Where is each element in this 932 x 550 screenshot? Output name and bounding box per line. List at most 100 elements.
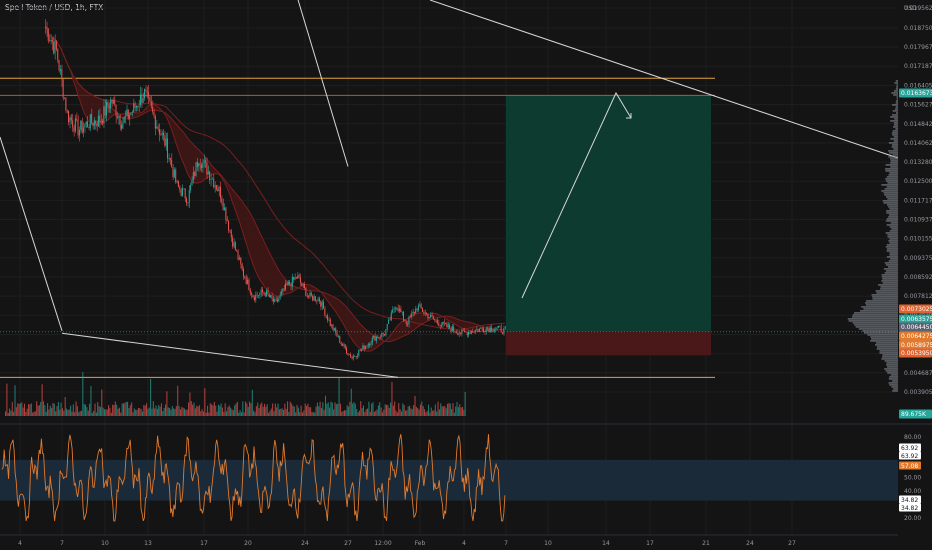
volume-profile-bar [879, 352, 898, 354]
candle-body [70, 117, 72, 121]
volume-bar [125, 401, 127, 416]
volume-bar [262, 406, 264, 416]
volume-bar [147, 408, 149, 416]
volume-bar [144, 405, 146, 416]
volume-bar [460, 407, 462, 416]
candle-body [169, 157, 171, 160]
volume-bar [28, 404, 30, 416]
volume-bar [348, 406, 350, 416]
currency-label: USD [904, 5, 917, 12]
rsi-tag-label: 34.82 [901, 497, 918, 504]
candle-body [152, 106, 154, 112]
candle-body [427, 313, 429, 319]
volume-bar [220, 403, 222, 416]
candle-body [400, 308, 402, 313]
volume-profile-bar [886, 248, 898, 250]
volume-bar [410, 408, 412, 416]
volume-profile-bar [892, 380, 898, 382]
candle-body [226, 219, 228, 222]
candle-body [184, 188, 186, 199]
volume-bar [392, 405, 394, 416]
volume-profile-bar [879, 350, 898, 352]
volume-profile-bar [894, 82, 898, 84]
price-tag [899, 88, 932, 98]
time-tick-label: 10 [544, 540, 552, 547]
candle-body [245, 278, 247, 285]
candle-body [500, 326, 502, 333]
rsi-line [1, 434, 506, 522]
volume-bar [463, 409, 465, 416]
candle-body [462, 329, 464, 331]
volume-bar [269, 410, 271, 416]
volume-bar [183, 408, 186, 416]
volume-bar [379, 402, 381, 416]
volume-bar [373, 411, 375, 416]
candle-body [426, 312, 427, 314]
volume-profile-bar [864, 302, 898, 304]
volume-bar [185, 409, 187, 416]
volume-bar [14, 385, 16, 416]
candle-body [120, 125, 122, 129]
rsi-tag [899, 495, 921, 504]
candle-body [461, 329, 463, 334]
candle-body [450, 328, 452, 332]
candle-body [409, 316, 411, 318]
price-tag [899, 409, 932, 419]
volume-bar [132, 412, 134, 416]
candle-body [149, 96, 151, 102]
candle-body [50, 40, 52, 42]
candle-body [396, 307, 398, 309]
volume-profile-bar [892, 154, 898, 156]
arrow-head [626, 113, 632, 119]
volume-profile-bar [863, 308, 898, 310]
moving-average-ribbon [45, 26, 505, 352]
volume-profile-bar [887, 372, 898, 374]
candle-body [303, 283, 305, 288]
volume-bar [171, 406, 173, 416]
time-tick-label: 4 [18, 540, 22, 547]
volume-profile-bar [886, 256, 898, 258]
candle-body [299, 277, 301, 283]
volume-bar [327, 402, 329, 416]
volume-profile-bar [895, 88, 898, 90]
volume-profile-bar [889, 230, 898, 232]
volume-bar [106, 409, 108, 416]
volume-bar [426, 410, 428, 416]
candle-body [207, 171, 209, 175]
volume-profile-bar [889, 376, 898, 378]
candle-body [202, 162, 204, 168]
volume-bar [391, 382, 393, 416]
volume-bar [25, 411, 27, 416]
candle-body [177, 181, 179, 187]
candle-body [203, 160, 205, 163]
candle-body [355, 356, 357, 357]
candle-body [92, 122, 94, 126]
volume-profile-bar [871, 294, 898, 296]
volume-bar [201, 409, 203, 416]
grid-lines [0, 0, 898, 535]
volume-profile-bar [893, 140, 898, 142]
time-tick-label: 24 [746, 540, 754, 547]
candle-body [253, 297, 255, 301]
volume-bar [9, 408, 11, 416]
volume-profile-bar [876, 348, 898, 350]
volume-bar [192, 404, 194, 416]
candle-body [242, 269, 244, 277]
candle-body [459, 333, 461, 334]
volume-bar [284, 403, 286, 416]
volume-bar [422, 406, 424, 416]
volume-profile-bar [878, 284, 898, 286]
volume-bar [249, 401, 251, 416]
candle-body [104, 106, 106, 116]
volume-bar [265, 406, 267, 416]
price-tag-label: 89.675K [901, 411, 927, 418]
volume-profile-bar [893, 148, 898, 150]
volume-bar [383, 409, 385, 416]
volume-profile-bar [885, 170, 898, 172]
candle-body [362, 345, 364, 349]
candle-body [332, 324, 334, 331]
candle-body [485, 328, 487, 332]
candle-body [204, 160, 206, 163]
price-tick-label: 0.0171875 [904, 63, 932, 70]
